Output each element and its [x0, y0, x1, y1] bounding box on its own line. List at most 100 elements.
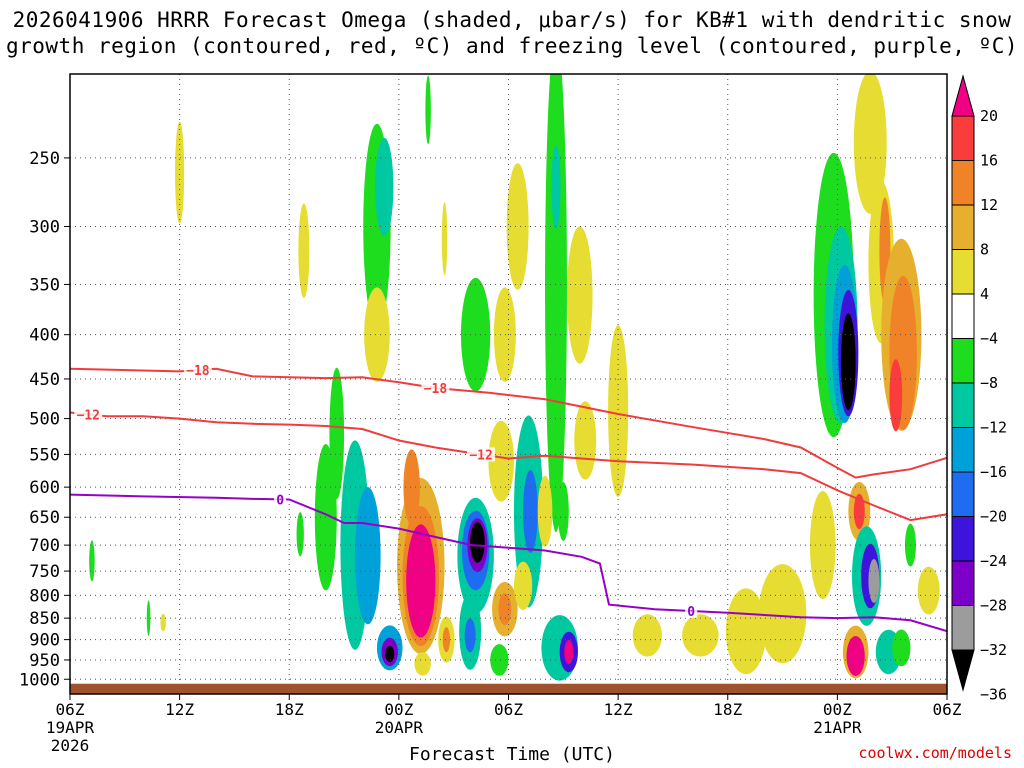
y-tick-label: 500 — [29, 410, 60, 430]
omega-cell — [889, 359, 903, 432]
y-tick-label: 800 — [29, 586, 60, 606]
omega-cell — [566, 226, 593, 364]
contour-label-0: 0 — [687, 605, 695, 620]
omega-cell — [414, 652, 431, 676]
colorbar-segment — [951, 249, 975, 295]
omega-cell — [506, 163, 529, 290]
ground-terrain — [70, 683, 947, 694]
omega-cell — [682, 614, 719, 657]
x-tick-label: 18Z — [275, 700, 304, 719]
y-tick-label: 650 — [29, 508, 60, 528]
omega-shading-layer — [89, 74, 940, 681]
omega-cell — [442, 627, 451, 653]
omega-cell — [846, 635, 865, 677]
contour-label-bg — [467, 447, 496, 462]
omega-cell — [608, 325, 629, 497]
y-tick-label: 750 — [29, 562, 60, 582]
colorbar-segment — [951, 516, 975, 562]
x-tick-label: 06Z — [494, 700, 523, 719]
colorbar-label: −12 — [980, 419, 1007, 437]
omega-cell — [725, 588, 767, 675]
omega-cell — [355, 487, 381, 625]
y-tick-label: 700 — [29, 536, 60, 556]
omega-cell — [493, 287, 516, 382]
omega-cell — [758, 564, 807, 664]
omega-cell — [488, 420, 514, 502]
contour-label-bg — [74, 407, 103, 422]
colorbar-top-arrow — [951, 74, 975, 117]
omega-cell — [146, 600, 151, 636]
colorbar-label: −20 — [980, 508, 1007, 526]
x-tick-label: 21APR — [813, 718, 862, 737]
colorbar-segment — [951, 471, 975, 517]
x-tick-label: 12Z — [604, 700, 633, 719]
omega-cell — [513, 561, 533, 610]
contour-label--12: −12 — [469, 448, 492, 463]
y-tick-label: 450 — [29, 370, 60, 390]
colorbar-label: −28 — [980, 597, 1007, 615]
contour--12 — [70, 411, 947, 522]
omega-cell — [557, 481, 569, 541]
contour--18 — [70, 367, 947, 479]
y-tick-label: 300 — [29, 217, 60, 237]
x-tick-label: 2026 — [51, 736, 90, 755]
colorbar-segment — [951, 293, 975, 339]
y-tick-label: 900 — [29, 631, 60, 651]
colorbar-label: 8 — [980, 241, 989, 259]
contour-label--18: −18 — [424, 382, 448, 397]
omega-cell — [160, 613, 166, 632]
colorbar-segment — [951, 204, 975, 250]
x-tick-label: 19APR — [46, 718, 95, 737]
colorbar-label: 16 — [980, 152, 998, 170]
omega-cell — [89, 540, 95, 582]
colorbar-label: 20 — [980, 107, 998, 125]
omega-cell — [841, 313, 856, 411]
omega-cell — [632, 614, 662, 657]
contour-label-bg — [421, 381, 450, 396]
omega-cell — [853, 74, 887, 214]
omega-cell — [564, 639, 574, 665]
omega-cell — [441, 202, 448, 276]
omega-cell — [490, 644, 509, 676]
omega-cell — [868, 558, 880, 603]
contour-label--12: −12 — [77, 408, 100, 423]
ground-layer — [70, 683, 947, 694]
omega-cell — [403, 449, 420, 525]
contour-layer: −18 −18 −12 −12 0 0 — [70, 363, 947, 633]
y-tick-label: 950 — [29, 651, 60, 671]
y-tick-label: 350 — [29, 275, 60, 295]
y-tick-label: 600 — [29, 478, 60, 498]
colorbar-segment — [951, 115, 975, 161]
omega-cell — [364, 287, 390, 382]
colorbar: 20 16 12 8 4 −4 −8 −12 −16 −20 −24 −28 −32 −36 — [951, 74, 1007, 704]
x-tick-label: 00Z — [823, 700, 852, 719]
omega-cell — [853, 493, 865, 530]
omega-cell — [523, 470, 538, 553]
colorbar-segment — [951, 560, 975, 606]
colorbar-label: −24 — [980, 552, 1007, 570]
omega-cell — [498, 593, 512, 626]
omega-cell — [175, 121, 185, 224]
x-axis-label: Forecast Time (UTC) — [409, 744, 615, 765]
omega-cell — [329, 367, 345, 500]
contour-label--18: −18 — [186, 364, 210, 379]
colorbar-label: −16 — [980, 463, 1007, 481]
contour-label-0: 0 — [276, 493, 284, 508]
x-tick-label: 06Z — [933, 700, 962, 719]
contour-label-bg — [274, 492, 287, 507]
colorbar-segment — [951, 160, 975, 206]
contour-label-bg — [183, 363, 212, 378]
colorbar-label: −8 — [980, 374, 998, 392]
y-tick-label: 1000 — [19, 670, 60, 690]
y-tick-label: 400 — [29, 326, 60, 346]
omega-cell — [296, 512, 304, 557]
colorbar-segment — [951, 382, 975, 428]
omega-cell — [470, 522, 485, 563]
x-tick-label: 20APR — [375, 718, 424, 737]
omega-cell — [574, 401, 597, 480]
y-tick-label: 550 — [29, 445, 60, 465]
chart-title-line-2: growth region (contoured, red, ºC) and f… — [5, 34, 1019, 58]
colorbar-segment — [951, 605, 975, 651]
colorbar-label: 4 — [980, 285, 989, 303]
omega-cell — [809, 491, 836, 600]
